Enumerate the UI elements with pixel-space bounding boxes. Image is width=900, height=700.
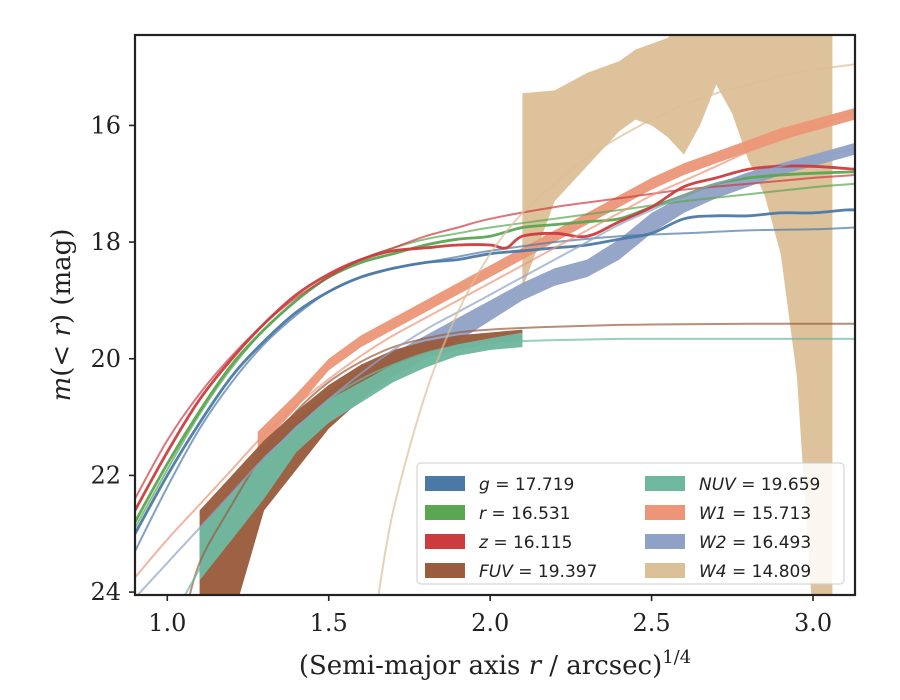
legend-label-w1: W1 = 15.713 (699, 504, 811, 524)
series-line-nuv-model (183, 337, 855, 595)
y-tick-label: 16 (90, 111, 121, 139)
legend-label-fuv: FUV = 19.397 (479, 562, 597, 582)
series-line-w4-model (377, 63, 855, 595)
legend-swatch-r (425, 505, 465, 520)
legend-swatch-g (425, 476, 465, 491)
series-line-g-model (135, 226, 855, 553)
axis-ticks: 1.0 1.5 2.0 2.5 3.0 16 18 20 22 24 (90, 111, 832, 637)
x-tick-label: 2.5 (633, 609, 671, 637)
y-tick-label: 22 (90, 461, 121, 489)
legend-label-w4: W4 = 14.809 (699, 562, 811, 582)
legend-label-nuv: NUV = 19.659 (699, 475, 820, 495)
legend-swatch-fuv (425, 563, 465, 578)
x-tick-label: 3.0 (794, 609, 832, 637)
x-tick-label: 1.0 (148, 609, 186, 637)
legend-swatch-w2 (645, 534, 685, 549)
legend-label-w2: W2 = 16.493 (699, 533, 811, 553)
y-tick-label: 24 (90, 578, 121, 606)
legend-box (416, 462, 845, 585)
band-w4-0 (522, 35, 833, 595)
legend: g = 17.719 r = 16.531 z = 16.115 FUV = 19.3… (416, 462, 845, 585)
y-tick-label: 18 (90, 228, 121, 256)
y-tick-label: 20 (90, 345, 121, 373)
legend-swatch-w1 (645, 505, 685, 520)
series-line-g-data (135, 208, 855, 536)
legend-swatch-w4 (645, 563, 685, 578)
x-tick-label: 2.0 (471, 609, 509, 637)
legend-label-r: r = 16.531 (479, 504, 571, 524)
x-tick-label: 1.5 (310, 609, 348, 637)
series-line-r-model (135, 182, 855, 529)
series-line-w2-model (136, 147, 855, 595)
series-line-w1-model (135, 109, 855, 579)
legend-swatch-z (425, 534, 465, 549)
plot-frame (133, 33, 857, 597)
series-layer (135, 63, 855, 595)
y-axis-label: m(< r) (mag) (47, 229, 77, 402)
legend-label-z: z = 16.115 (478, 533, 572, 553)
legend-swatch-nuv (645, 476, 685, 491)
x-axis-label: (Semi-major axis r / arcsec)1/4 (299, 647, 691, 681)
legend-label-g: g = 17.719 (479, 475, 574, 495)
series-line-z-model (135, 174, 855, 500)
